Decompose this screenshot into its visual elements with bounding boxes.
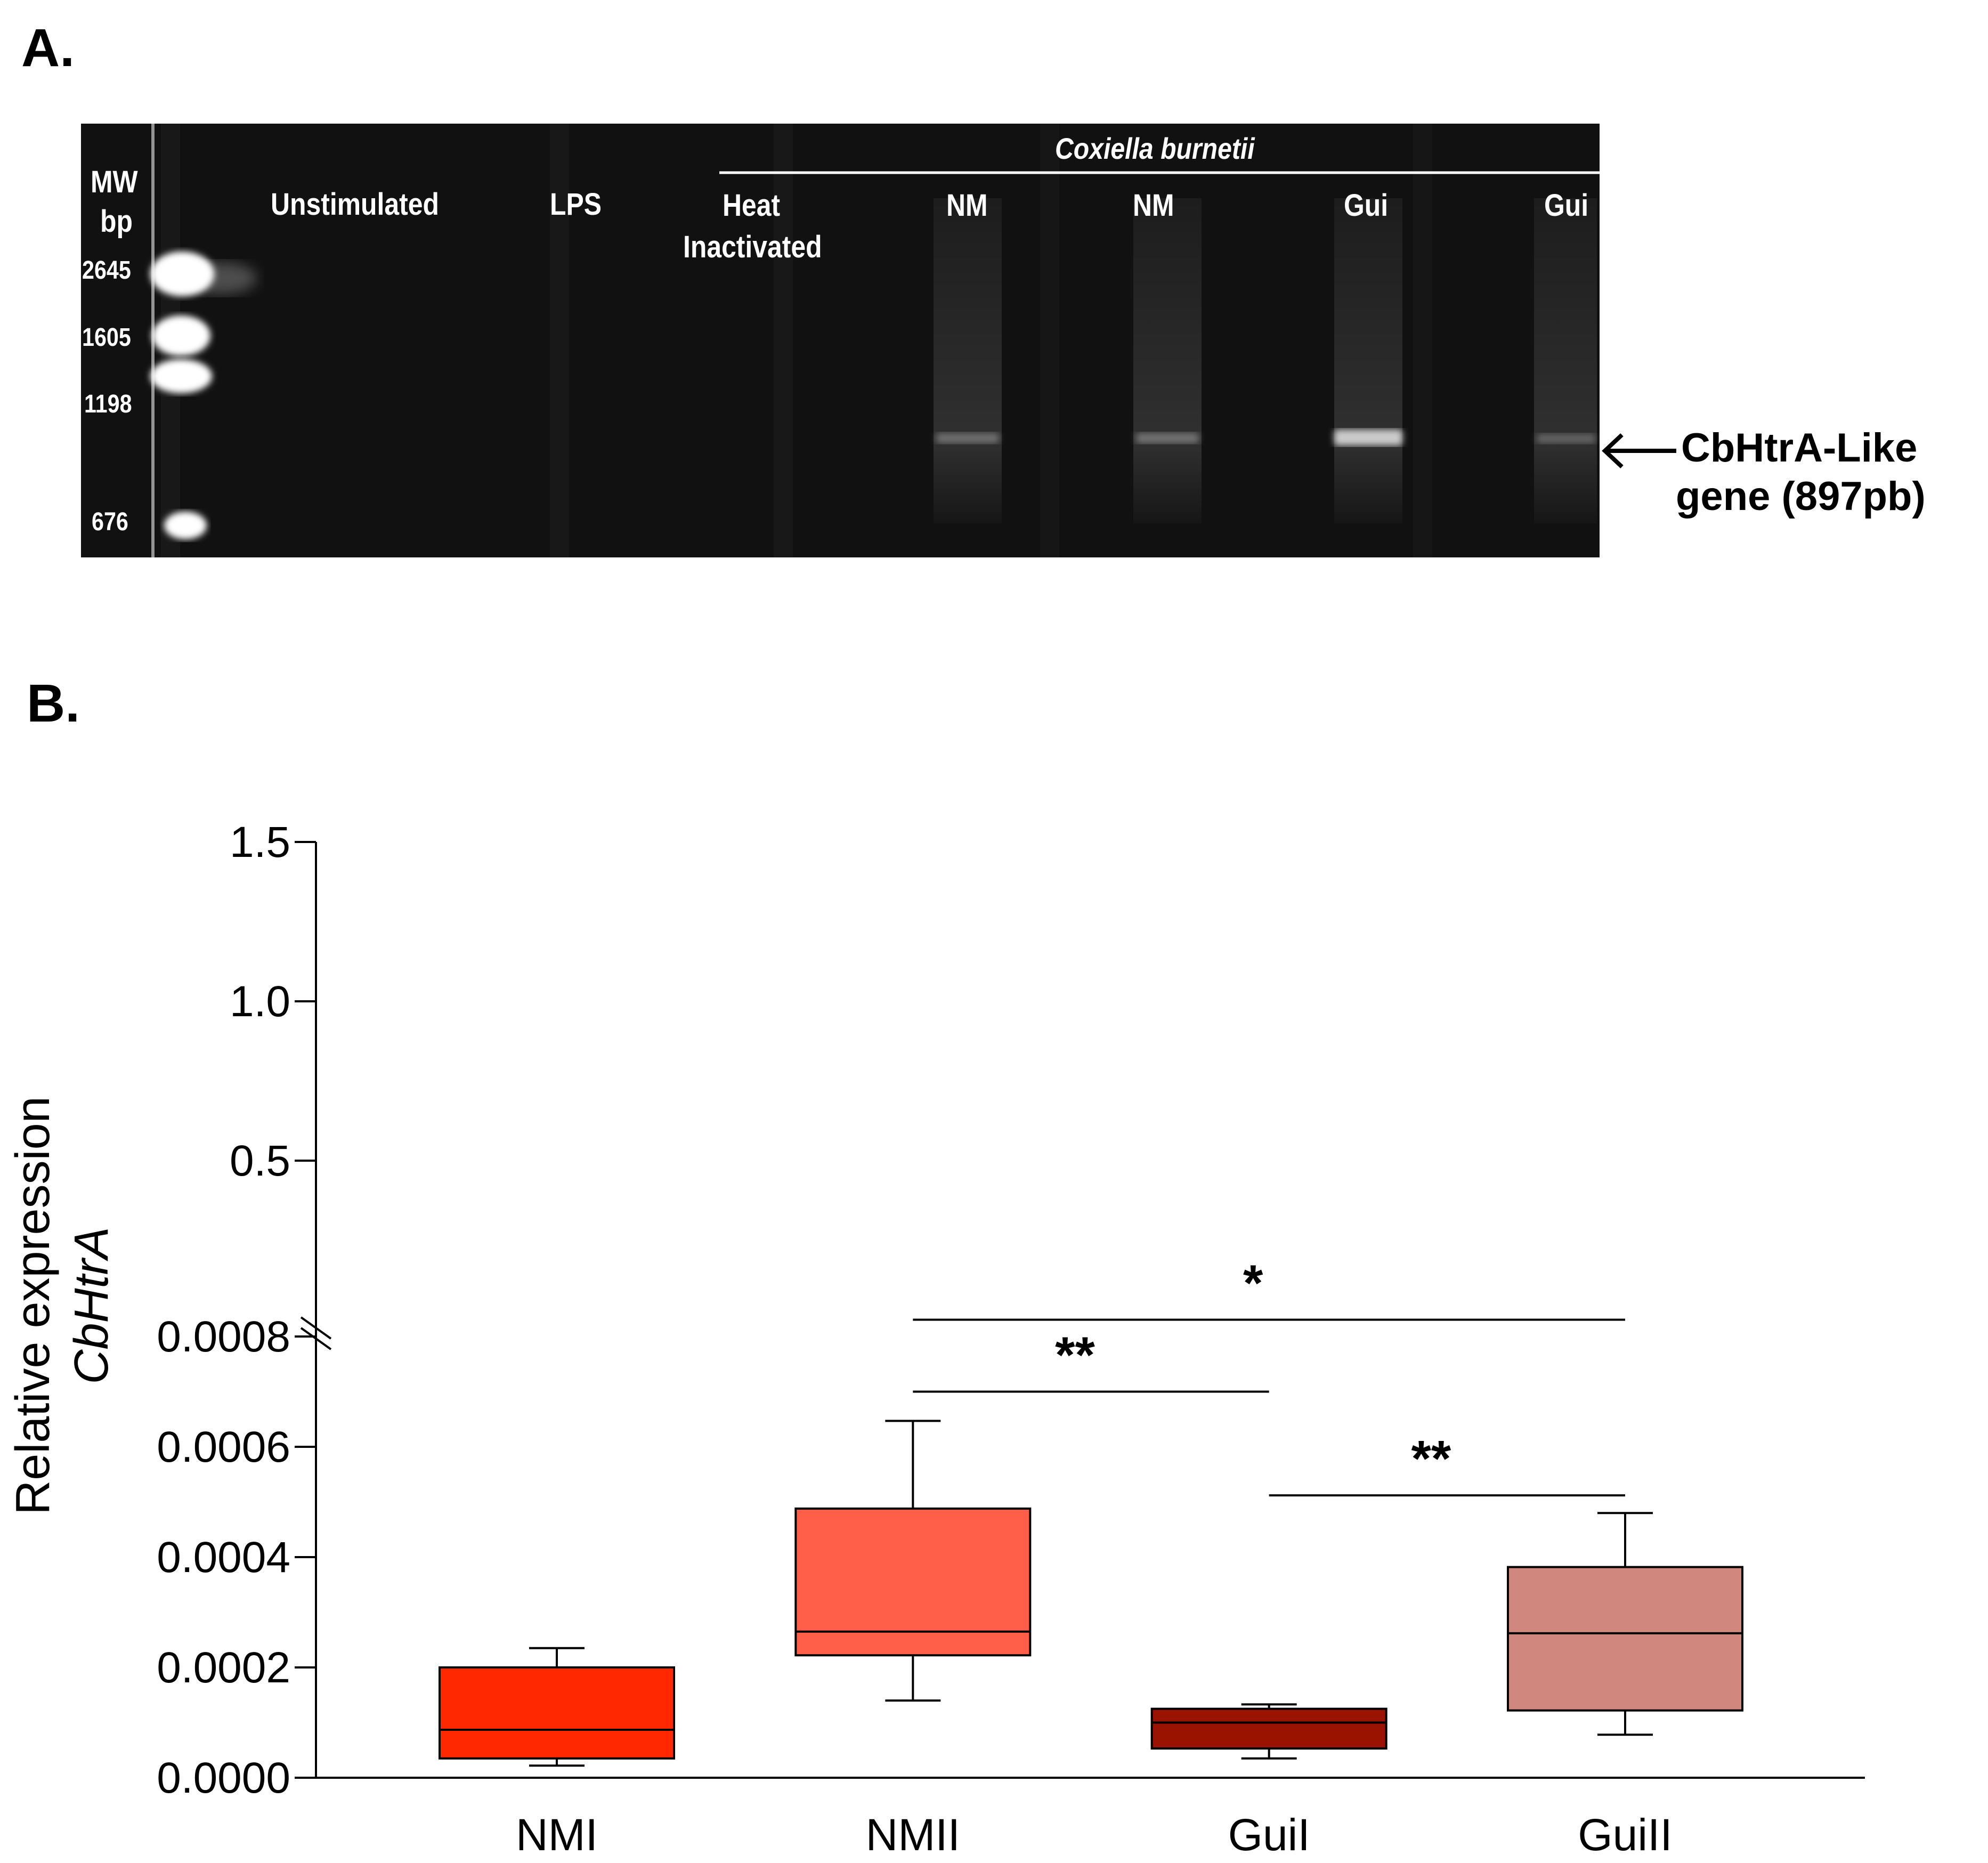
bp-header: bp <box>100 204 133 239</box>
panel-a-letter: A. <box>21 18 75 78</box>
box-guiii <box>1507 1566 1743 1712</box>
y-axis-label-gene: CbHtrA <box>65 1227 118 1384</box>
significance-label: * <box>1243 1254 1263 1311</box>
lane-heat: Heat <box>723 188 781 223</box>
ladder-bands <box>150 252 257 539</box>
y-tick-label: 0.0008 <box>157 1313 290 1361</box>
y-tick-label: 0.0006 <box>157 1423 290 1471</box>
lane-lps: LPS <box>550 187 602 222</box>
lane-nm-1: NM <box>946 188 988 223</box>
x-tick-label: GuiII <box>1578 1810 1672 1860</box>
y-tick-label: 0.0000 <box>157 1754 290 1802</box>
lane-unstimulated: Unstimulated <box>271 187 439 222</box>
mw-marker-676: 676 <box>92 508 128 536</box>
lane-inactivated: Inactivated <box>683 230 822 264</box>
lane-gui-1: Gui <box>1344 188 1389 223</box>
mw-marker-1198: 1198 <box>84 390 132 418</box>
group-title: Coxiella burnetii <box>1055 132 1255 165</box>
significance-label: ** <box>1411 1430 1451 1487</box>
y-tick-label: 1.0 <box>230 977 290 1026</box>
target-bands <box>936 430 1595 446</box>
significance-label: ** <box>1055 1327 1095 1384</box>
gel-image: MW bp 2645 1605 1198 676 Coxiella burnet… <box>81 124 1600 557</box>
axis-break-mark <box>300 1327 332 1350</box>
mw-marker-2645: 2645 <box>82 256 131 285</box>
y-tick-label: 0.0002 <box>157 1643 290 1692</box>
band-arrow-icon <box>1602 433 1676 468</box>
mw-header: MW <box>91 165 138 199</box>
axis-break-mark <box>300 1316 332 1340</box>
gel-bands <box>150 124 1600 557</box>
y-axis-label: Relative expression <box>6 1096 60 1514</box>
x-tick-label: NMI <box>516 1810 598 1860</box>
band-label-line-2: gene (897pb) <box>1676 474 1926 520</box>
y-tick-label: 0.0004 <box>157 1533 290 1582</box>
lane-nm-2: NM <box>1133 188 1174 223</box>
box-nmii <box>794 1507 1032 1657</box>
y-tick-label: 0.5 <box>230 1137 290 1185</box>
band-label-line-1: CbHtrA-Like <box>1681 425 1918 471</box>
y-tick-label: 1.5 <box>230 818 290 866</box>
mw-marker-1605: 1605 <box>82 323 131 352</box>
panel-b-letter: B. <box>27 674 80 733</box>
band-label: CbHtrA-Like gene (897pb) <box>1676 424 1926 521</box>
sample-smears <box>934 198 1597 523</box>
x-tick-label: GuiI <box>1228 1810 1310 1860</box>
lane-gui-2: Gui <box>1544 188 1589 223</box>
box-nmi <box>439 1666 675 1760</box>
x-tick-label: NMII <box>866 1810 960 1860</box>
box-guii <box>1150 1707 1387 1750</box>
